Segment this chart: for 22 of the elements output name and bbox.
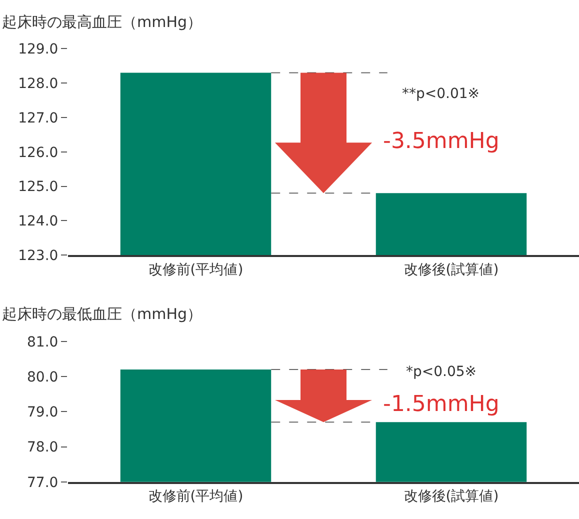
y-tick-label: 123.0 xyxy=(18,248,58,264)
x-tick-label: 改修後(試算値) xyxy=(404,262,499,278)
y-tick-label: 80.0 xyxy=(27,369,58,386)
annotation: -3.5mmHg xyxy=(383,129,500,154)
y-tick-label: 124.0 xyxy=(18,214,58,230)
y-tick-label: 125.0 xyxy=(18,179,58,196)
y-tick-label: 79.0 xyxy=(27,404,58,421)
chart-title: 起床時の最低血圧（mmHg） xyxy=(2,305,202,323)
x-tick-label: 改修後(試算値) xyxy=(404,488,499,505)
y-tick-label: 127.0 xyxy=(18,110,58,126)
x-tick-label: 改修前(平均値) xyxy=(148,262,244,278)
y-tick-label: 128.0 xyxy=(18,76,58,92)
y-tick-label: 81.0 xyxy=(27,334,58,350)
annotation: **p<0.01※ xyxy=(402,86,480,102)
y-tick-label: 129.0 xyxy=(18,42,58,58)
y-tick-label: 78.0 xyxy=(27,440,58,456)
annotation: *p<0.05※ xyxy=(406,364,477,380)
chart-title: 起床時の最高血圧（mmHg） xyxy=(2,13,202,31)
y-tick-label: 77.0 xyxy=(27,474,58,491)
y-tick-label: 126.0 xyxy=(18,144,58,161)
x-tick-label: 改修前(平均値) xyxy=(148,488,244,505)
annotation: -1.5mmHg xyxy=(383,392,500,417)
